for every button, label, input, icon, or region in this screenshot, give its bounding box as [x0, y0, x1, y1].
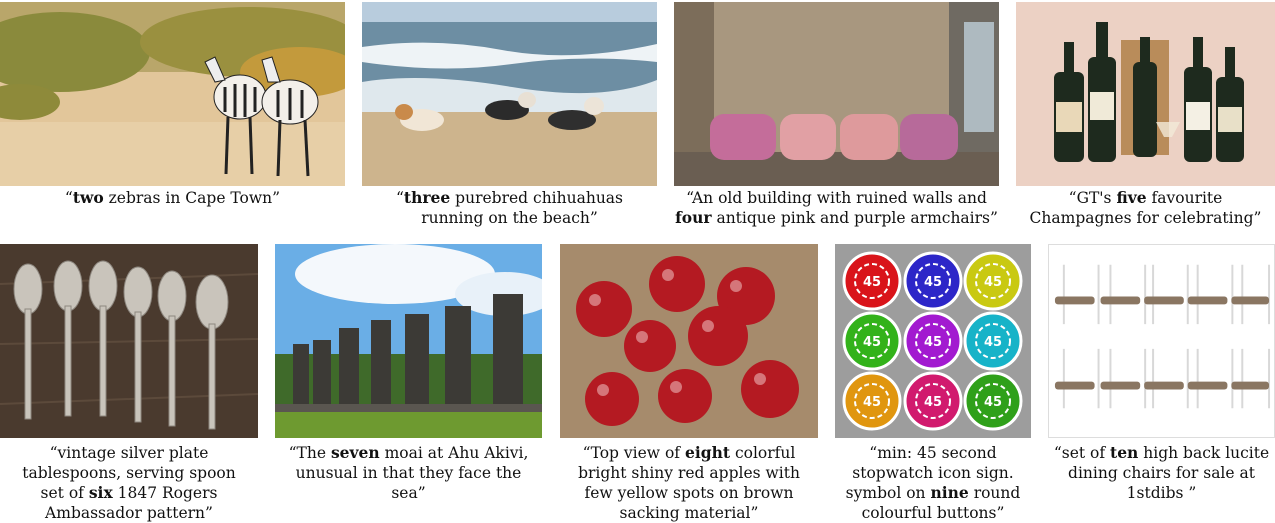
count-word: five [1116, 188, 1147, 207]
stopwatch-button-icon: 45 [963, 371, 1023, 431]
button-label: 45 [863, 335, 881, 350]
image-chihuahuas [362, 2, 657, 186]
button-label: 45 [924, 335, 942, 350]
stopwatch-button-icon: 45 [963, 311, 1023, 371]
count-word: eight [684, 443, 731, 462]
count-word: two [72, 188, 104, 207]
count-word: seven [330, 443, 380, 462]
count-word: six [88, 483, 113, 502]
stopwatch-button-icon: 45 [963, 251, 1023, 311]
button-label: 45 [924, 395, 942, 410]
count-word: three [403, 188, 451, 207]
button-label: 45 [924, 275, 942, 290]
image-apples [560, 244, 818, 438]
button-label: 45 [984, 395, 1002, 410]
caption-5: “vintage silver plate tablespoons, servi… [22, 444, 236, 522]
count-word: four [675, 208, 712, 227]
caption-6: “The seven moai at Ahu Akivi, unusual in… [288, 443, 529, 502]
caption-3: “An old building with ruined walls and f… [675, 189, 998, 227]
image-spoons [0, 244, 258, 438]
caption-4: “GT's five favourite Champagnes for cele… [1029, 188, 1262, 227]
caption-7: “Top view of eight colorful bright shiny… [578, 443, 800, 522]
stopwatch-button-icon: 45 [903, 311, 963, 371]
button-label: 45 [863, 395, 881, 410]
image-buttons: 45 45 45 45 45 45 45 45 45 [835, 244, 1031, 438]
image-champagnes [1016, 2, 1275, 186]
caption-2: “three purebred chihuahuas running on th… [395, 188, 624, 227]
count-word: nine [930, 483, 969, 502]
image-lucite-chairs [1048, 244, 1275, 438]
stopwatch-button-icon: 45 [842, 251, 902, 311]
image-moai [275, 244, 542, 438]
caption-1: “two zebras in Cape Town” [64, 188, 281, 207]
button-label: 45 [984, 275, 1002, 290]
stopwatch-button-icon: 45 [903, 371, 963, 431]
count-word: ten [1110, 443, 1139, 462]
stopwatch-button-icon: 45 [842, 311, 902, 371]
stopwatch-button-icon: 45 [842, 371, 902, 431]
stopwatch-button-icon: 45 [903, 251, 963, 311]
button-label: 45 [984, 335, 1002, 350]
image-zebras [0, 2, 345, 186]
image-armchairs [674, 2, 999, 186]
caption-8: “min: 45 second stopwatch icon sign. sym… [845, 444, 1021, 522]
caption-9: “set of ten high back lucite dining chai… [1053, 443, 1270, 502]
button-label: 45 [863, 275, 881, 290]
